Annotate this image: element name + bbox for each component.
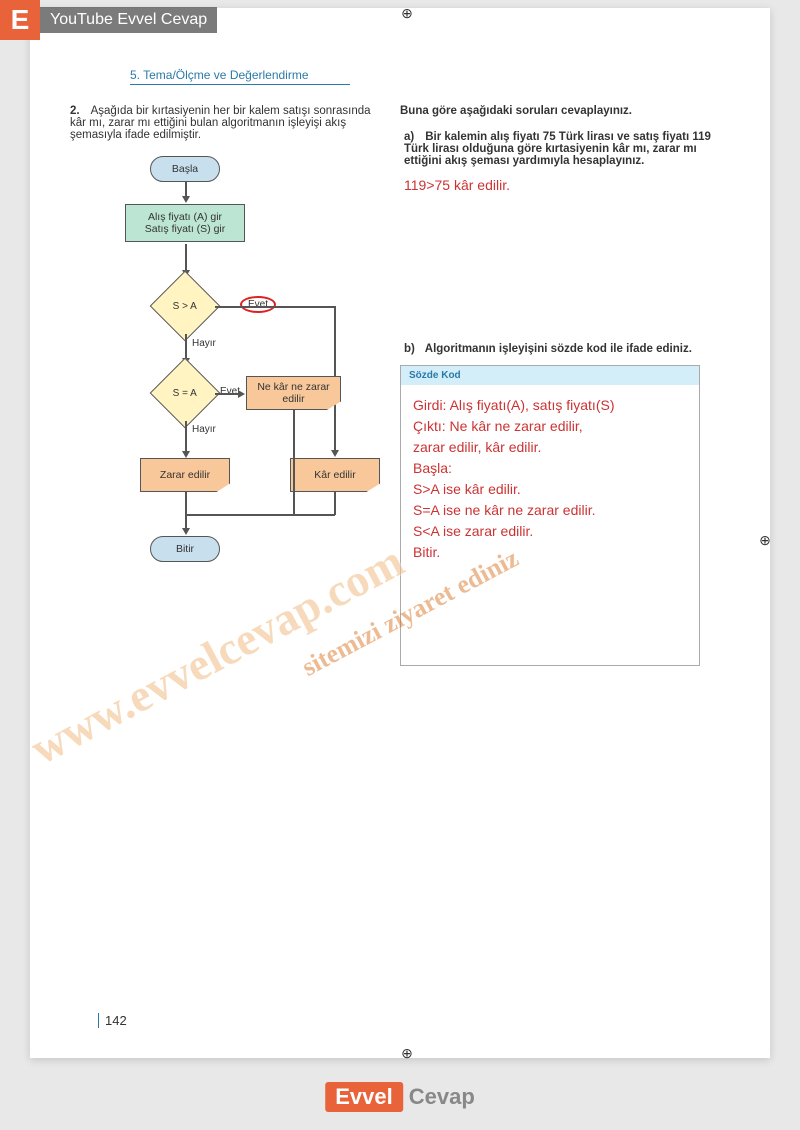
registration-mark-icon: ⊕ bbox=[758, 533, 772, 547]
code-line: zarar edilir, kâr edilir. bbox=[413, 437, 687, 458]
sub-question-a: a) Bir kalemin alış fiyatı 75 Türk liras… bbox=[400, 131, 730, 167]
sub-q-b-text: Algoritmanın işleyişini sözde kod ile if… bbox=[425, 343, 692, 355]
flowchart-input: Alış fiyatı (A) gir Satış fiyatı (S) gir bbox=[125, 204, 245, 242]
left-column: 2. Aşağıda bir kırtasiyenin her bir kale… bbox=[70, 105, 380, 666]
question-number: 2. bbox=[70, 105, 88, 117]
sub-q-a-text: Bir kalemin alış fiyatı 75 Türk lirası v… bbox=[404, 131, 711, 167]
sub-q-b-label: b) bbox=[404, 343, 422, 355]
bottom-logo: Evvel Cevap bbox=[325, 1082, 475, 1112]
question-text: Aşağıda bir kırtasiyenin her bir kalem s… bbox=[70, 105, 371, 141]
banner-letter-icon: E bbox=[0, 0, 40, 40]
bottom-logo-text: Cevap bbox=[409, 1084, 475, 1110]
banner-title: YouTube Evvel Cevap bbox=[40, 7, 217, 33]
sub-question-b: b) Algoritmanın işleyişini sözde kod ile… bbox=[400, 343, 730, 355]
instruction-text: Buna göre aşağıdaki soruları cevaplayını… bbox=[400, 105, 730, 117]
flowchart-label-hayir: Hayır bbox=[192, 424, 216, 435]
code-line: Girdi: Alış fiyatı(A), satış fiyatı(S) bbox=[413, 395, 687, 416]
registration-mark-icon: ⊕ bbox=[400, 6, 414, 20]
code-box-body: Girdi: Alış fiyatı(A), satış fiyatı(S) Ç… bbox=[401, 385, 699, 665]
flowchart-diagram: Başla Alış fiyatı (A) gir Satış fiyatı (… bbox=[80, 156, 380, 596]
bottom-logo-badge: Evvel bbox=[325, 1082, 403, 1112]
top-banner: E YouTube Evvel Cevap bbox=[0, 0, 217, 40]
flowchart-output-kar: Kâr edilir bbox=[290, 458, 380, 492]
code-line: Bitir. bbox=[413, 542, 687, 563]
flowchart-decision-2: S = A bbox=[150, 358, 221, 429]
code-line: S=A ise ne kâr ne zarar edilir. bbox=[413, 500, 687, 521]
sub-q-a-label: a) bbox=[404, 131, 422, 143]
flowchart-start: Başla bbox=[150, 156, 220, 182]
page-number: 142 bbox=[98, 1013, 127, 1028]
right-column: Buna göre aşağıdaki soruları cevaplayını… bbox=[400, 105, 730, 666]
registration-mark-icon: ⊕ bbox=[400, 1046, 414, 1060]
section-header: 5. Tema/Ölçme ve Değerlendirme bbox=[130, 68, 350, 85]
flowchart-decision-1: S > A bbox=[150, 271, 221, 342]
flowchart-label-hayir: Hayır bbox=[192, 338, 216, 349]
code-line: S>A ise kâr edilir. bbox=[413, 479, 687, 500]
pseudocode-box: Sözde Kod Girdi: Alış fiyatı(A), satış f… bbox=[400, 365, 700, 666]
code-line: S<A ise zarar edilir. bbox=[413, 521, 687, 542]
flowchart-label-evet: Evet bbox=[220, 386, 240, 397]
content-area: 2. Aşağıda bir kırtasiyenin her bir kale… bbox=[70, 105, 730, 666]
flowchart-output-zarar: Zarar edilir bbox=[140, 458, 230, 492]
question-block: 2. Aşağıda bir kırtasiyenin her bir kale… bbox=[70, 105, 380, 141]
code-line: Çıktı: Ne kâr ne zarar edilir, bbox=[413, 416, 687, 437]
code-box-title: Sözde Kod bbox=[401, 366, 699, 385]
document-page: ⊕ ⊕ ⊕ 5. Tema/Ölçme ve Değerlendirme 2. … bbox=[30, 8, 770, 1058]
flowchart-output-nekar: Ne kâr ne zarar edilir bbox=[246, 376, 341, 410]
code-line: Başla: bbox=[413, 458, 687, 479]
flowchart-end: Bitir bbox=[150, 536, 220, 562]
answer-a: 119>75 kâr edilir. bbox=[404, 177, 730, 193]
flowchart-label-evet: Evet bbox=[240, 299, 276, 310]
